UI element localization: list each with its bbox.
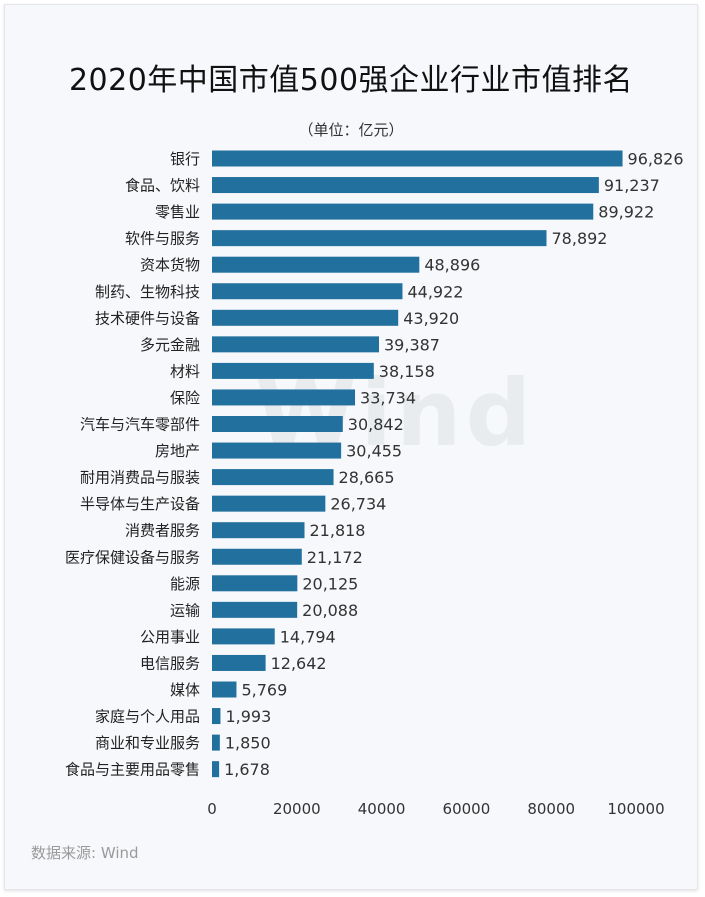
value-label: 44,922: [407, 282, 463, 301]
bar: [212, 230, 547, 247]
category-label: 家庭与个人用品: [95, 708, 200, 726]
bar: [212, 548, 302, 565]
data-source: 数据来源: Wind: [31, 844, 139, 862]
value-label: 1,993: [225, 707, 271, 726]
category-label: 银行: [170, 150, 200, 168]
category-label: 房地产: [155, 442, 200, 460]
category-label: 多元金融: [140, 336, 200, 354]
category-label: 技术硬件与设备: [95, 309, 200, 327]
value-label: 48,896: [424, 256, 480, 275]
category-label: 软件与服务: [125, 230, 200, 248]
bar: [212, 177, 599, 194]
x-tick-label: 60000: [443, 800, 491, 818]
value-label: 78,892: [552, 229, 608, 248]
value-label: 30,842: [348, 415, 404, 434]
bar: [212, 336, 380, 353]
category-label: 零售业: [155, 203, 200, 221]
value-label: 30,455: [346, 442, 402, 461]
bar: [212, 628, 275, 645]
category-label: 资本货物: [140, 256, 200, 274]
bar: [212, 495, 326, 512]
value-label: 26,734: [330, 495, 386, 514]
bar: [212, 734, 220, 751]
value-label: 20,088: [302, 601, 358, 620]
category-label: 媒体: [170, 681, 200, 699]
bar: [212, 575, 298, 592]
value-label: 1,850: [225, 734, 271, 753]
category-label: 食品、饮料: [125, 177, 200, 195]
bar: [212, 469, 334, 486]
chart-title: 2020年中国市值500强企业行业市值排名: [68, 63, 634, 98]
bar: [212, 283, 403, 300]
value-label: 39,387: [384, 335, 440, 354]
bar: [212, 601, 298, 618]
value-label: 21,172: [307, 548, 363, 567]
bar: [212, 309, 399, 326]
category-label: 保险: [170, 389, 200, 407]
x-tick-label: 40000: [358, 800, 406, 818]
value-label: 21,818: [310, 521, 366, 540]
bar: [212, 416, 343, 432]
value-label: 91,237: [604, 176, 660, 195]
bar: [212, 203, 594, 220]
category-label: 半导体与生产设备: [80, 495, 200, 513]
x-tick-label: 0: [207, 800, 217, 818]
category-label: 运输: [170, 601, 200, 619]
value-label: 96,826: [628, 150, 684, 169]
bar: [212, 362, 374, 379]
x-tick-label: 20000: [273, 800, 321, 818]
bar: [212, 761, 220, 778]
value-label: 28,665: [339, 468, 395, 487]
value-label: 33,734: [360, 388, 416, 407]
bar: [212, 654, 266, 671]
bar: [212, 522, 305, 539]
value-label: 38,158: [379, 362, 435, 381]
bar: [212, 708, 221, 725]
category-label: 医疗保健设备与服务: [65, 548, 200, 566]
value-label: 5,769: [241, 681, 287, 700]
category-label: 材料: [170, 362, 200, 380]
value-label: 1,678: [224, 760, 270, 779]
bar: [212, 256, 420, 273]
chart-unit: （单位：亿元）: [298, 121, 404, 139]
x-tick-label: 100000: [607, 800, 664, 818]
category-label: 耐用消费品与服装: [80, 469, 200, 487]
category-label: 能源: [170, 575, 200, 593]
value-label: 14,794: [280, 627, 336, 646]
category-label: 消费者服务: [125, 522, 200, 540]
category-label: 汽车与汽车零部件: [80, 416, 200, 434]
bar: [212, 389, 356, 406]
category-label: 食品与主要用品零售: [65, 761, 200, 779]
value-label: 20,125: [302, 574, 358, 593]
bar: [212, 150, 623, 167]
x-tick-label: 80000: [527, 800, 575, 818]
category-label: 制药、生物科技: [95, 283, 200, 301]
bar: [212, 681, 237, 698]
category-label: 公用事业: [140, 628, 200, 646]
value-label: 89,922: [598, 203, 654, 222]
category-label: 电信服务: [140, 654, 200, 672]
value-label: 12,642: [271, 654, 327, 673]
value-label: 43,920: [403, 309, 459, 328]
category-label: 商业和专业服务: [95, 734, 200, 752]
bar: [212, 442, 342, 459]
